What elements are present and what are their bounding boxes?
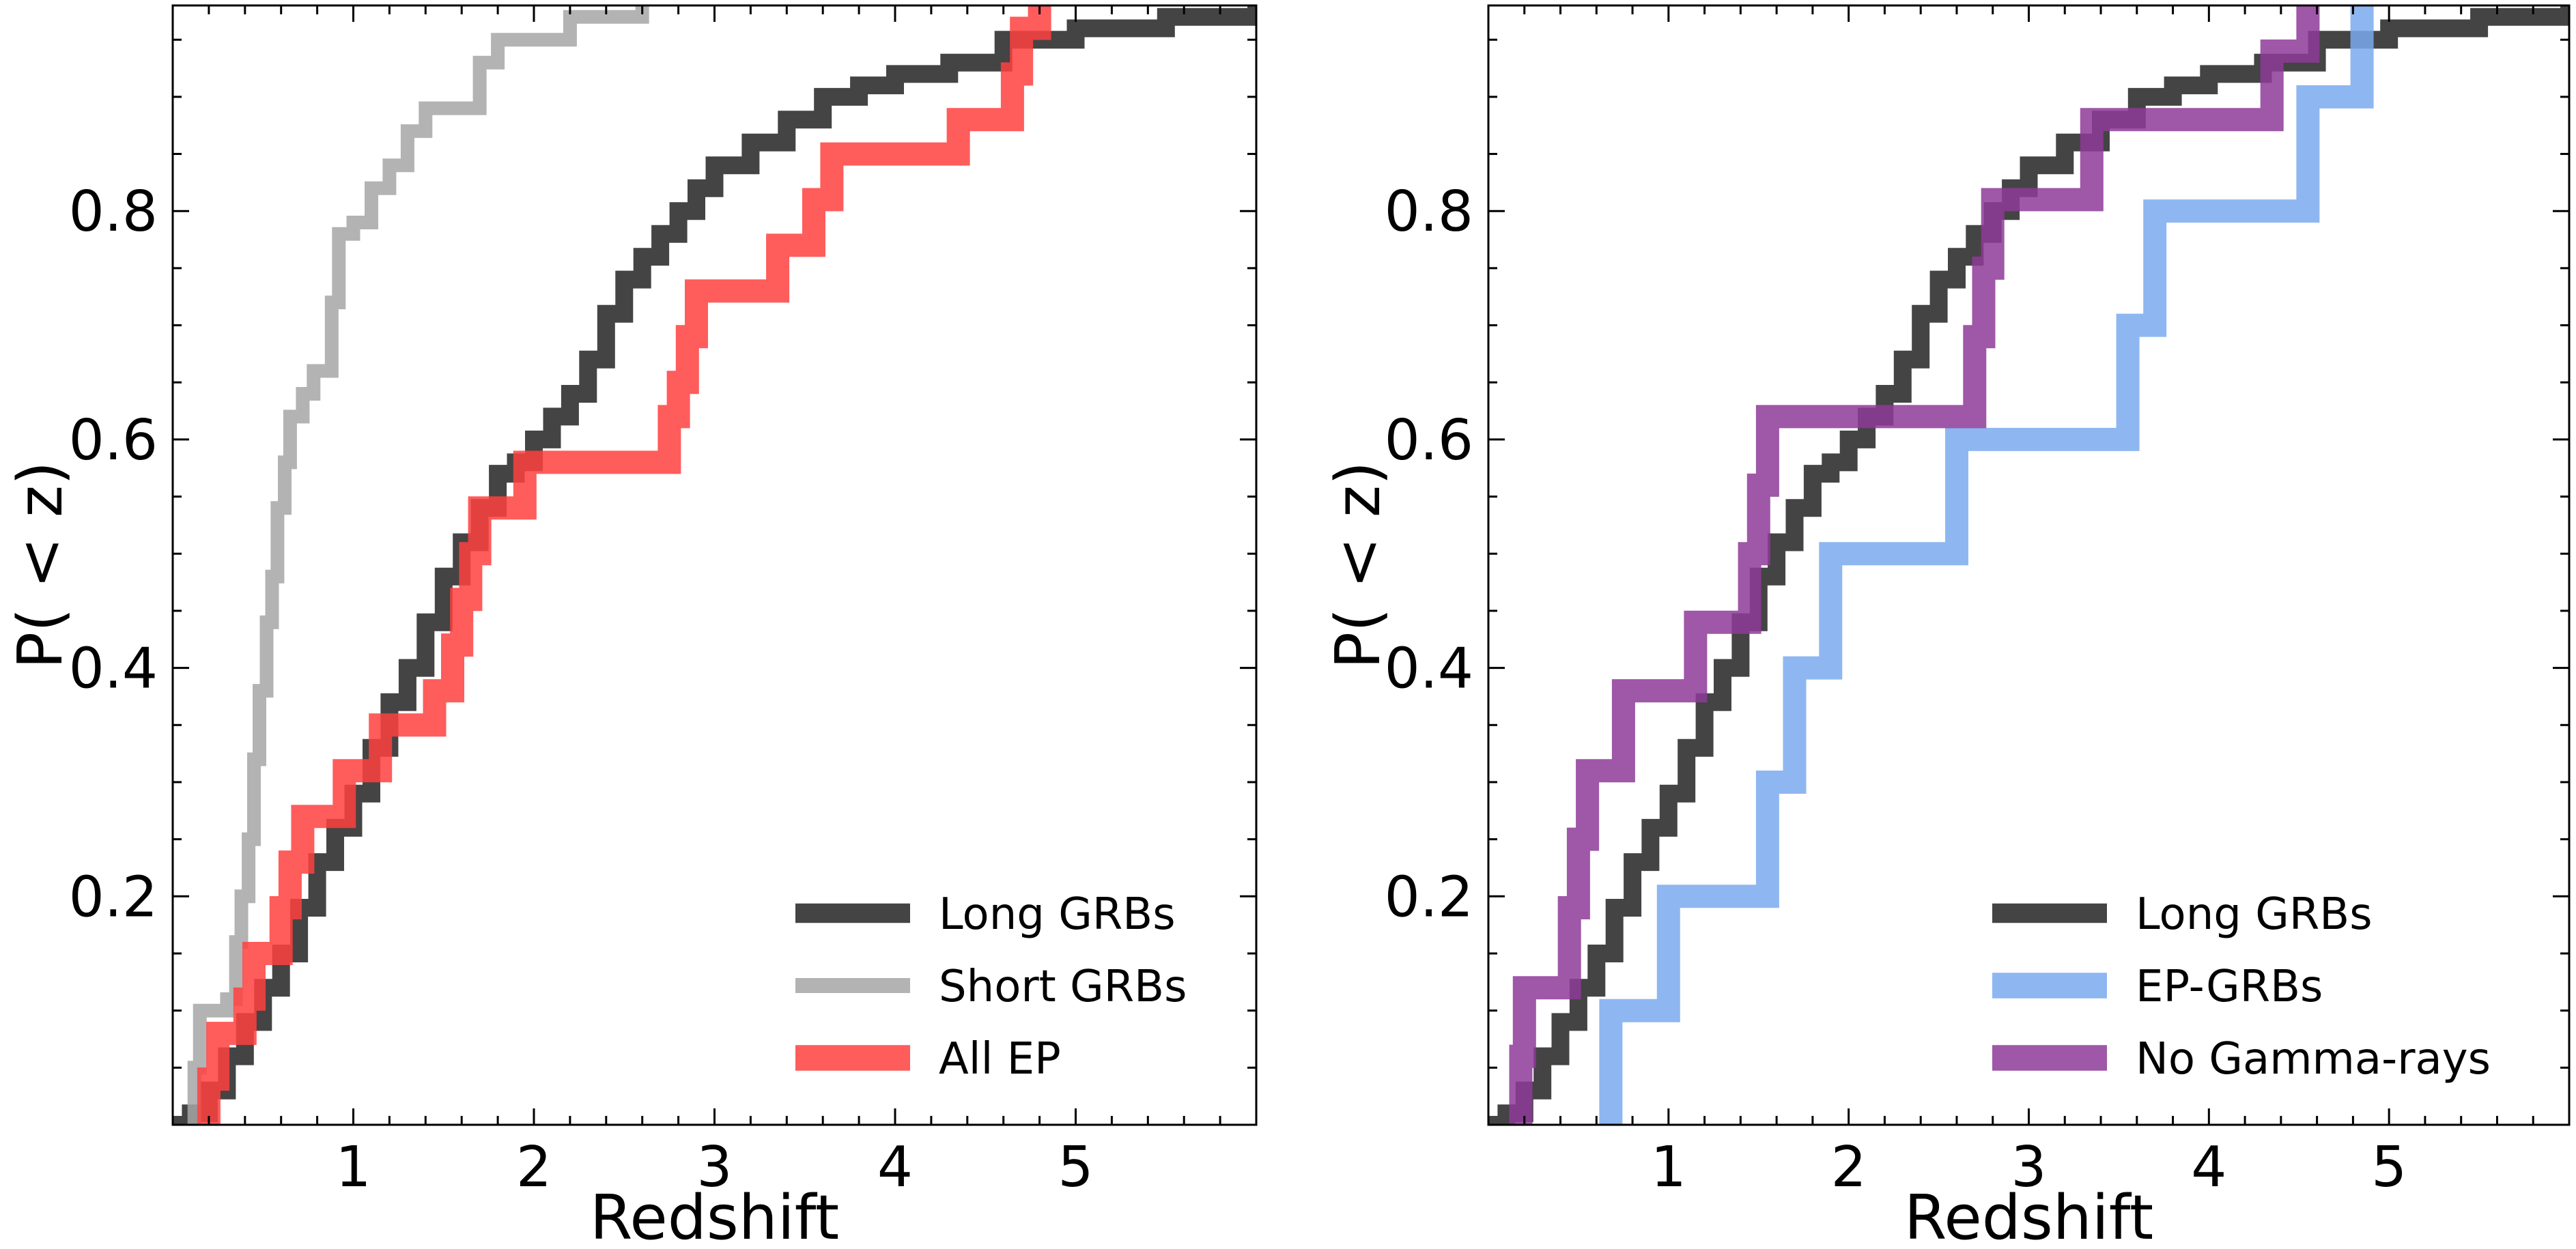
y-tick-label: 0.6 [69, 408, 158, 473]
y-axis-label: P( < z) [1322, 461, 1394, 669]
y-tick-label: 0.2 [69, 865, 158, 930]
y-tick-label: 0.8 [1385, 180, 1473, 244]
series-line-long-grbs [1488, 5, 2569, 1125]
series-group [1488, 5, 2569, 1125]
x-tick-label: 1 [1651, 1135, 1686, 1200]
x-tick-label: 2 [1831, 1135, 1867, 1200]
series-line-short-grbs [187, 5, 649, 1125]
series-line-ep-grbs [1599, 5, 2374, 1125]
legend-label: EP-GRBs [2136, 962, 2323, 1012]
x-tick-label: 3 [2011, 1135, 2046, 1200]
series-line-all-ep [197, 5, 1051, 1125]
x-axis-label: Redshift [590, 1182, 839, 1249]
series-group [173, 5, 1256, 1125]
x-tick-label: 2 [516, 1135, 552, 1200]
legend: Long GRBs EP-GRBs No Gamma-rays [1992, 889, 2491, 1085]
series-line-no-gamma-rays [1509, 5, 2320, 1125]
x-tick-label: 4 [2191, 1135, 2226, 1200]
legend-label: Short GRBs [939, 962, 1187, 1012]
legend-label: No Gamma-rays [2136, 1034, 2491, 1085]
x-tick-label: 5 [2371, 1135, 2407, 1200]
y-tick-label: 0.4 [69, 637, 158, 702]
y-axis-label: P( < z) [5, 461, 76, 669]
legend-label: Long GRBs [2136, 889, 2373, 940]
x-tick-label: 5 [1058, 1135, 1093, 1200]
legend: Long GRBs Short GRBs All EP [795, 889, 1187, 1085]
x-axis-label: Redshift [1904, 1182, 2153, 1249]
legend-label: Long GRBs [939, 889, 1176, 940]
legend-label: All EP [939, 1034, 1061, 1085]
x-tick-label: 4 [877, 1135, 913, 1200]
y-tick-label: 0.4 [1385, 637, 1473, 702]
chart-panel-1: 1 2 3 4 5 0.2 0.4 0.6 0.8 Redshift P( < z) Long GRB… [5, 4, 1258, 1249]
chart-panel-2: 1 2 3 4 5 0.2 0.4 0.6 0.8 Redshift P( < z) Long GRB… [1322, 4, 2571, 1249]
series-line-long-grbs [173, 5, 1256, 1125]
y-tick-label: 0.6 [1385, 408, 1473, 473]
y-tick-label: 0.2 [1385, 865, 1473, 930]
x-tick-label: 3 [696, 1135, 732, 1200]
x-tick-label: 1 [335, 1135, 371, 1200]
y-tick-label: 0.8 [69, 180, 158, 244]
